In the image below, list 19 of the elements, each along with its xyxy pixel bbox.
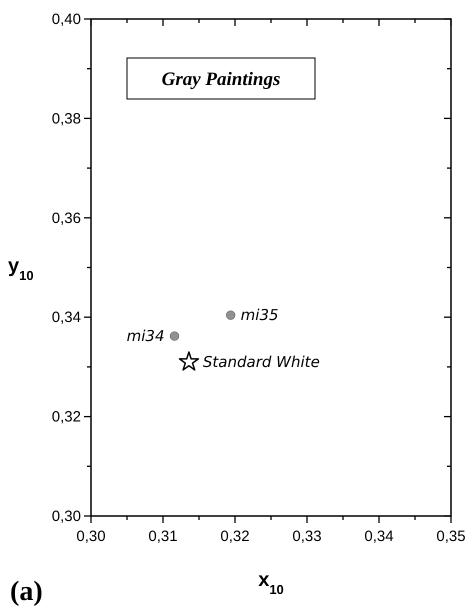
y-tick-label: 0,32: [52, 408, 81, 426]
annotation: Gray Paintings: [162, 69, 280, 90]
x-tick-label: 0,32: [220, 528, 250, 545]
series-label: mi34: [126, 327, 165, 346]
x-axis-title: x$_{10}$: [258, 569, 284, 596]
x-tick-label: 0,35: [436, 528, 466, 545]
y-tick-label: 0,38: [52, 110, 81, 128]
x-tick-label: 0,34: [364, 528, 394, 545]
x-tick-label: 0,30: [76, 528, 106, 545]
y-tick-label: 0,40: [52, 11, 81, 28]
x-tick-label: 0,33: [292, 528, 322, 545]
series-label: Standard White: [202, 352, 320, 371]
x-tick-label: 0,31: [148, 528, 178, 545]
y-tick-label: 0,30: [52, 508, 81, 525]
text: (a): [10, 576, 43, 607]
series-label: mi35: [240, 306, 279, 324]
y-axis-title: y$_{10}$: [8, 255, 34, 282]
y-tick-label: 0,34: [52, 309, 81, 326]
y-tick-label: 0,36: [52, 210, 81, 227]
